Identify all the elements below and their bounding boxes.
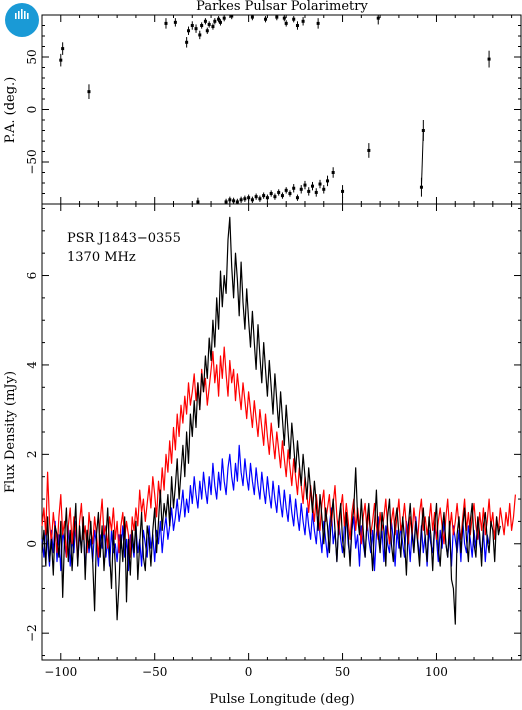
pa-point bbox=[213, 19, 217, 23]
pa-point bbox=[203, 19, 207, 23]
pa-y-tick-label: 50 bbox=[25, 49, 39, 64]
pa-point bbox=[273, 195, 277, 199]
pa-point bbox=[269, 192, 273, 195]
pa-point bbox=[284, 21, 288, 25]
pa-point bbox=[275, 15, 279, 19]
pa-point bbox=[341, 189, 345, 193]
profile-line-total bbox=[41, 216, 501, 625]
profile-panel-frame bbox=[41, 203, 522, 661]
pa-point bbox=[367, 148, 371, 152]
profile-x-tick-label: −100 bbox=[44, 665, 77, 679]
pa-point bbox=[419, 185, 423, 189]
pa-point bbox=[217, 17, 221, 21]
profile-x-tick-label: −50 bbox=[142, 665, 167, 679]
pa-panel-frame bbox=[41, 14, 522, 205]
pa-point bbox=[307, 189, 311, 193]
pa-point bbox=[250, 15, 254, 19]
pa-y-tick-label: −50 bbox=[25, 149, 39, 174]
pa-point bbox=[258, 197, 262, 201]
pa-point bbox=[224, 200, 228, 204]
pa-point bbox=[235, 200, 239, 204]
pa-point bbox=[301, 19, 305, 23]
pa-point bbox=[376, 16, 380, 20]
profile-y-tick-label: −2 bbox=[25, 624, 39, 642]
profile-line-linear bbox=[41, 346, 516, 563]
profile-axis-ticks: −100 −50 0 50 100 −2 0 2 4 6 bbox=[25, 204, 521, 679]
pa-point bbox=[207, 22, 211, 26]
frequency-label: 1370 MHz bbox=[67, 250, 136, 265]
pa-point bbox=[250, 198, 254, 202]
pa-point bbox=[303, 183, 307, 187]
pa-point bbox=[239, 198, 243, 202]
pa-point bbox=[87, 90, 91, 94]
pa-point bbox=[326, 179, 330, 183]
pulsar-name: PSR J1843−0355 bbox=[67, 231, 181, 246]
pa-point bbox=[211, 25, 215, 29]
pa-point bbox=[262, 194, 266, 198]
pa-point bbox=[292, 17, 296, 21]
pa-point bbox=[318, 182, 322, 186]
pa-point bbox=[200, 24, 204, 27]
profile-y-tick-label: 0 bbox=[25, 540, 39, 548]
pa-point bbox=[218, 20, 222, 24]
profile-y-tick-label: 2 bbox=[25, 451, 39, 459]
pa-data-points bbox=[59, 14, 491, 204]
pa-point bbox=[331, 171, 335, 174]
pa-point bbox=[243, 197, 247, 201]
pa-point bbox=[316, 21, 320, 25]
pa-point bbox=[265, 196, 269, 200]
pa-point bbox=[487, 57, 491, 61]
pa-point bbox=[314, 190, 318, 194]
pa-point bbox=[59, 58, 63, 62]
profile-y-tick-label: 4 bbox=[25, 361, 39, 369]
pa-point bbox=[61, 47, 65, 51]
pa-point bbox=[421, 129, 425, 132]
pa-point bbox=[280, 194, 284, 198]
pa-point bbox=[228, 198, 232, 202]
pa-point bbox=[232, 199, 236, 203]
pa-point bbox=[295, 196, 299, 200]
profile-x-tick-label: 100 bbox=[425, 665, 448, 679]
logo-bars-icon bbox=[15, 9, 29, 19]
pa-point bbox=[295, 24, 299, 27]
pa-point bbox=[190, 24, 194, 27]
pa-point bbox=[196, 200, 200, 204]
profile-series bbox=[41, 216, 516, 625]
pa-point bbox=[264, 17, 268, 21]
pa-point bbox=[292, 186, 296, 190]
pa-point bbox=[198, 33, 202, 37]
pa-y-tick-label: 0 bbox=[25, 106, 39, 114]
pa-point bbox=[322, 187, 326, 191]
pa-point bbox=[205, 29, 209, 33]
pa-point bbox=[282, 16, 286, 20]
pa-y-axis-label: P.A. (deg.) bbox=[3, 77, 18, 144]
pa-point bbox=[288, 192, 292, 195]
pa-point bbox=[185, 40, 189, 44]
pa-point bbox=[164, 21, 168, 25]
pa-point bbox=[299, 187, 303, 191]
x-axis-label: Pulse Longitude (deg) bbox=[209, 692, 354, 707]
profile-x-tick-label: 0 bbox=[245, 665, 253, 679]
profile-y-tick-label: 6 bbox=[25, 272, 39, 280]
profile-y-axis-label: Flux Density (mJy) bbox=[3, 371, 18, 493]
logo-circle-icon bbox=[5, 3, 39, 37]
pa-point bbox=[277, 190, 281, 194]
pa-point bbox=[173, 20, 177, 24]
pa-point bbox=[310, 184, 314, 188]
pa-point bbox=[187, 29, 191, 33]
pa-point bbox=[247, 196, 251, 200]
profile-x-tick-label: 50 bbox=[335, 665, 350, 679]
pa-point bbox=[222, 16, 226, 20]
pa-point bbox=[284, 188, 288, 192]
pa-point bbox=[230, 14, 234, 18]
pa-point bbox=[194, 27, 198, 31]
pa-axis-ticks: −50 0 50 bbox=[25, 15, 521, 204]
pa-point bbox=[254, 195, 258, 199]
csiro-logo bbox=[5, 3, 39, 37]
chart-title: Parkes Pulsar Polarimetry bbox=[196, 0, 368, 14]
